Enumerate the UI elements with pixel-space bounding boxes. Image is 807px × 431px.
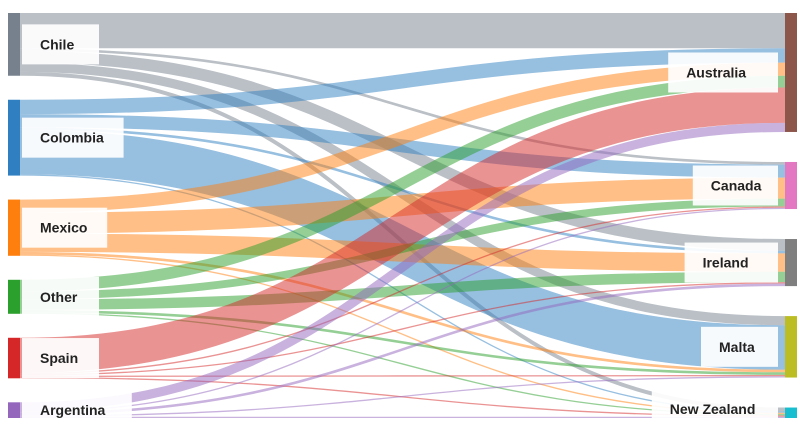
label-box-mexico [22,207,108,248]
label-box-spain [22,338,99,379]
node-new_zealand[interactable] [785,407,797,418]
link-other-to-new_zealand[interactable] [19,312,786,416]
link-colombia-to-australia[interactable] [19,48,786,115]
sankey-nodes [8,13,797,418]
label-colombia: Colombia [40,130,104,146]
label-box-canada [692,165,778,206]
link-argentina-to-ireland[interactable] [19,283,786,416]
label-new_zealand: New Zealand [670,401,756,417]
label-canada: Canada [711,178,762,194]
label-spain: Spain [40,350,78,366]
label-box-ireland [684,242,778,283]
link-argentina-to-malta[interactable] [19,376,786,417]
link-spain-to-malta[interactable] [19,374,786,378]
label-box-colombia [22,117,124,158]
node-other[interactable] [8,279,20,314]
label-box-other [22,276,99,317]
label-box-malta [701,326,778,367]
link-other-to-malta[interactable] [19,309,786,375]
label-chile: Chile [40,36,74,52]
link-argentina-to-canada[interactable] [19,207,786,413]
node-canada[interactable] [785,161,797,210]
link-mexico-to-canada[interactable] [19,177,786,234]
label-box-new_zealand [651,389,778,429]
link-mexico-to-australia[interactable] [19,62,786,213]
link-spain-to-canada[interactable] [19,206,786,375]
label-argentina: Argentina [40,402,106,418]
link-mexico-to-new_zealand[interactable] [19,254,786,415]
label-mexico: Mexico [40,220,87,236]
node-australia[interactable] [785,13,797,132]
link-spain-to-australia[interactable] [19,87,786,374]
label-malta: Malta [719,339,755,355]
link-chile-to-malta[interactable] [19,62,786,326]
label-box-chile [22,24,99,65]
node-chile[interactable] [8,13,20,76]
sankey-links [19,12,786,418]
link-other-to-australia[interactable] [19,75,786,292]
link-mexico-to-malta[interactable] [19,251,786,373]
label-box-australia [668,52,778,93]
label-box-argentina [22,390,132,431]
label-ireland: Ireland [703,255,749,271]
link-spain-to-ireland[interactable] [19,282,786,376]
link-argentina-to-australia[interactable] [19,122,786,412]
node-ireland[interactable] [785,239,797,287]
link-colombia-to-canada[interactable] [19,114,786,178]
label-australia: Australia [686,64,746,80]
node-argentina[interactable] [8,402,20,418]
link-chile-to-canada[interactable] [19,48,786,165]
node-mexico[interactable] [8,199,20,256]
sankey-labels: Chile Colombia Mexico Other Spain Argentina Au… [22,24,778,431]
node-spain[interactable] [8,337,20,379]
node-malta[interactable] [785,316,797,378]
label-other: Other [40,289,78,305]
node-colombia[interactable] [8,99,20,176]
